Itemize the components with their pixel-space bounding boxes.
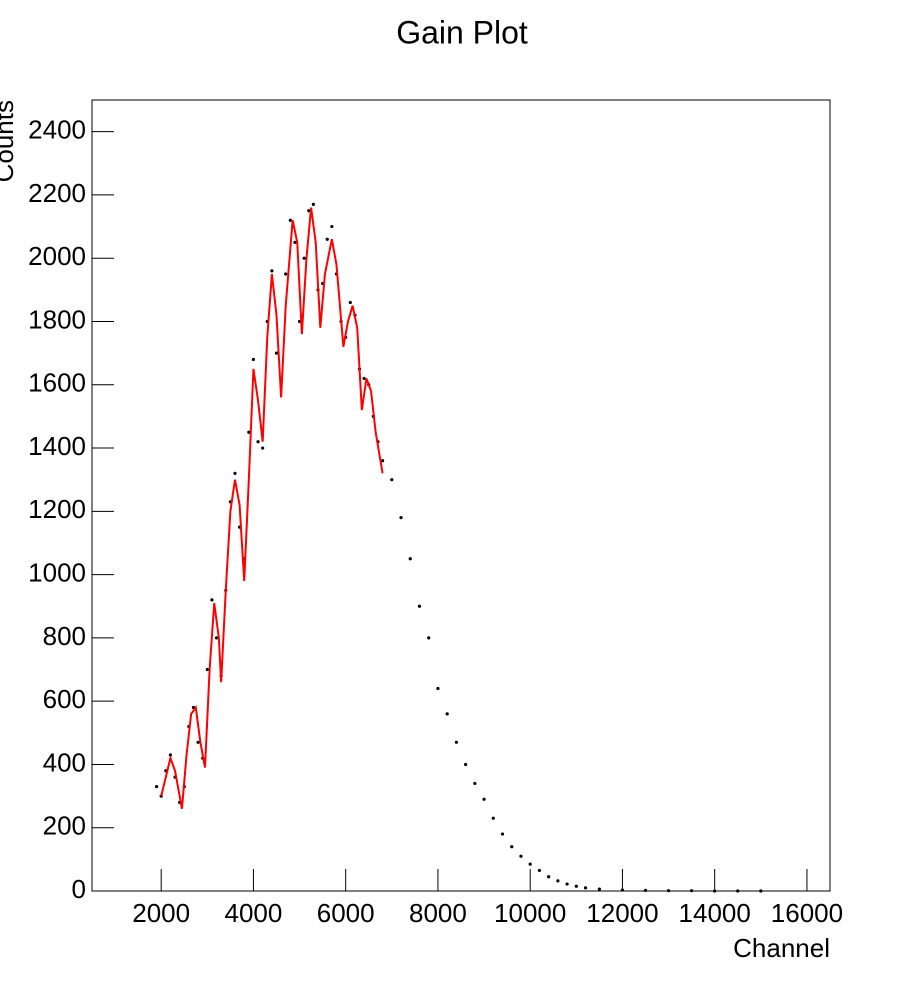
data-point [690,889,694,893]
data-point [528,862,532,866]
data-point [473,781,477,786]
x-tick-label: 6000 [317,898,375,928]
data-point [417,604,422,608]
data-point [556,879,560,883]
y-tick-label: 200 [43,811,86,841]
data-point [330,224,334,229]
x-tick-label: 4000 [225,898,283,928]
y-tick-label: 1200 [28,494,86,524]
fit-line [160,207,384,809]
y-tick-label: 1600 [28,368,86,398]
x-tick-label: 2000 [132,898,190,928]
data-point [274,351,279,355]
data-point [445,712,449,716]
y-tick-label: 0 [72,874,86,904]
data-point [464,762,468,767]
data-point [214,636,219,640]
data-point [482,797,486,801]
data-point [205,667,209,672]
data-point [759,889,763,893]
data-point [547,875,551,879]
data-point [574,884,578,888]
data-point [713,889,717,893]
chart-title: Gain Plot [396,14,528,50]
x-tick-label: 16000 [771,898,843,928]
data-point [261,446,265,450]
data-point [284,272,288,276]
data-point [293,240,297,244]
data-point [256,440,260,444]
data-point [302,256,306,260]
data-point [510,845,514,849]
data-point [311,202,315,207]
data-point [537,868,542,873]
plot-frame [91,99,831,892]
data-point [168,753,173,757]
data-point [597,887,601,891]
data-point [288,218,292,222]
data-point [270,269,274,273]
y-axis-label: Counts [0,100,19,182]
data-point [427,636,431,640]
data-point [390,478,394,482]
y-tick-label: 400 [43,747,86,777]
x-tick-label: 8000 [409,898,467,928]
y-tick-label: 800 [43,621,86,651]
data-point [307,209,311,213]
data-point [233,471,237,475]
data-point [519,854,523,858]
x-tick-label: 14000 [679,898,751,928]
data-point [362,376,366,381]
data-point [620,888,625,892]
data-point [491,816,495,820]
y-tick-label: 1800 [28,304,86,334]
y-tick-label: 600 [43,684,86,714]
data-point [380,459,385,463]
x-tick-label: 10000 [494,898,566,928]
data-point [454,740,458,744]
data-point [210,598,214,602]
data-point [247,430,251,434]
data-point [408,557,412,561]
data-point [666,889,671,893]
data-point [251,357,256,362]
x-axis-label: Channel [733,933,830,963]
data-point [436,686,440,691]
x-tick-label: 12000 [586,898,658,928]
data-point [565,882,569,886]
data-point [154,784,159,789]
y-tick-label: 1400 [28,431,86,461]
data-point [325,237,329,241]
data-point [736,889,740,893]
data-point [348,300,352,305]
data-point [196,740,200,744]
data-point [583,886,588,890]
y-tick-label: 1000 [28,557,86,587]
y-tick-label: 2000 [28,241,86,271]
data-point [500,832,505,836]
y-tick-label: 2200 [28,178,86,208]
y-tick-label: 2400 [28,115,86,145]
data-point [643,888,648,892]
data-point [399,516,403,520]
